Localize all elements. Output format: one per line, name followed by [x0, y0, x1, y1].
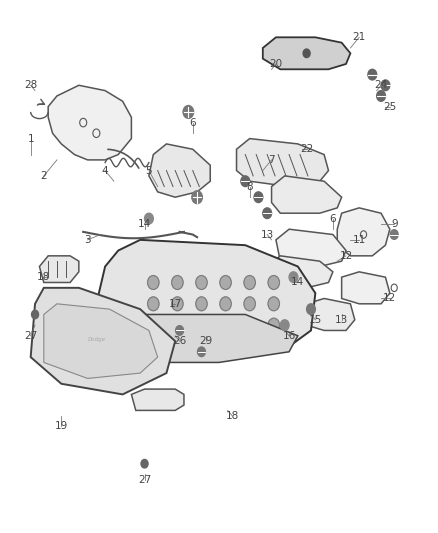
Polygon shape — [337, 208, 390, 256]
Circle shape — [268, 297, 279, 311]
Circle shape — [220, 276, 231, 289]
Circle shape — [377, 91, 385, 101]
Circle shape — [148, 318, 159, 332]
Polygon shape — [123, 314, 298, 362]
Polygon shape — [131, 389, 184, 410]
Text: 14: 14 — [291, 278, 304, 287]
Circle shape — [220, 297, 231, 311]
Text: 12: 12 — [339, 251, 353, 261]
Polygon shape — [237, 139, 328, 187]
Text: 6: 6 — [329, 214, 336, 223]
Text: 24: 24 — [374, 80, 388, 90]
Circle shape — [198, 347, 205, 357]
Text: 19: 19 — [55, 422, 68, 431]
Polygon shape — [31, 288, 175, 394]
Circle shape — [368, 69, 377, 80]
Circle shape — [148, 276, 159, 289]
Text: 5: 5 — [145, 166, 152, 175]
Text: 27: 27 — [138, 475, 151, 484]
Polygon shape — [39, 256, 79, 282]
Text: 20: 20 — [269, 59, 283, 69]
Text: 7: 7 — [268, 155, 275, 165]
Text: 18: 18 — [37, 272, 50, 282]
Polygon shape — [149, 144, 210, 197]
Circle shape — [241, 176, 250, 187]
Polygon shape — [307, 298, 355, 330]
Polygon shape — [276, 229, 346, 266]
Circle shape — [32, 310, 39, 319]
Text: 22: 22 — [300, 144, 313, 154]
Circle shape — [244, 297, 255, 311]
Text: 15: 15 — [309, 315, 322, 325]
Text: 1: 1 — [27, 134, 34, 143]
Text: 3: 3 — [84, 235, 91, 245]
Polygon shape — [267, 256, 333, 288]
Circle shape — [268, 276, 279, 289]
Text: 29: 29 — [199, 336, 212, 346]
Circle shape — [196, 318, 207, 332]
Text: Dodge: Dodge — [87, 337, 106, 342]
Circle shape — [307, 304, 315, 314]
Text: 2: 2 — [40, 171, 47, 181]
Circle shape — [263, 208, 272, 219]
Circle shape — [145, 213, 153, 224]
Circle shape — [176, 326, 184, 335]
Circle shape — [172, 297, 183, 311]
Circle shape — [196, 276, 207, 289]
Circle shape — [183, 106, 194, 118]
Text: 28: 28 — [24, 80, 37, 90]
Circle shape — [390, 230, 398, 239]
Text: 25: 25 — [383, 102, 396, 111]
Circle shape — [141, 459, 148, 468]
Text: 14: 14 — [138, 219, 151, 229]
Text: 12: 12 — [383, 294, 396, 303]
Text: 8: 8 — [246, 182, 253, 191]
Circle shape — [172, 318, 183, 332]
Text: 13: 13 — [261, 230, 274, 239]
Text: 21: 21 — [353, 33, 366, 42]
Text: 27: 27 — [24, 331, 37, 341]
Circle shape — [244, 276, 255, 289]
Text: 13: 13 — [335, 315, 348, 325]
Polygon shape — [48, 85, 131, 160]
Text: 18: 18 — [226, 411, 239, 421]
Text: 4: 4 — [102, 166, 109, 175]
Polygon shape — [263, 37, 350, 69]
Text: 17: 17 — [169, 299, 182, 309]
Circle shape — [172, 276, 183, 289]
Text: 6: 6 — [189, 118, 196, 127]
Text: 11: 11 — [353, 235, 366, 245]
Circle shape — [254, 192, 263, 203]
Circle shape — [192, 191, 202, 204]
Circle shape — [381, 80, 390, 91]
Polygon shape — [272, 176, 342, 213]
Circle shape — [220, 318, 231, 332]
Polygon shape — [342, 272, 390, 304]
Text: 9: 9 — [391, 219, 398, 229]
Circle shape — [148, 297, 159, 311]
Circle shape — [280, 320, 289, 330]
Circle shape — [289, 272, 298, 282]
Circle shape — [268, 318, 279, 332]
Polygon shape — [96, 240, 315, 352]
Text: 26: 26 — [173, 336, 186, 346]
Text: 16: 16 — [283, 331, 296, 341]
Polygon shape — [44, 304, 158, 378]
Circle shape — [244, 318, 255, 332]
Circle shape — [303, 49, 310, 58]
Circle shape — [196, 297, 207, 311]
